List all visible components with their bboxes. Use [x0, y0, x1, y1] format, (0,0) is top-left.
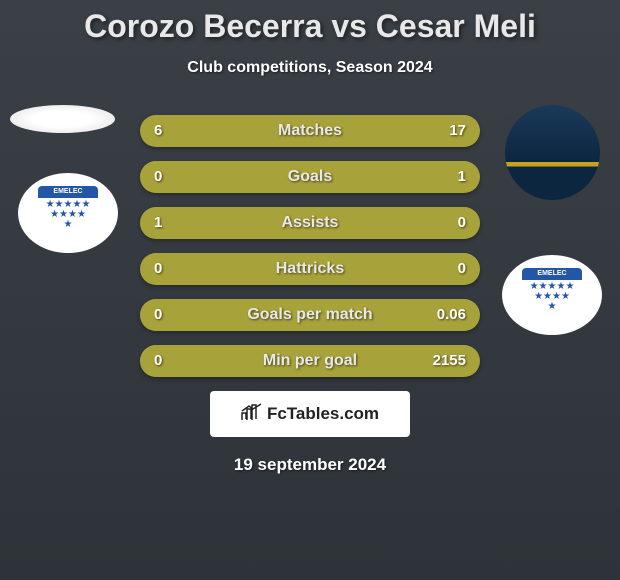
- footer-date: 19 september 2024: [0, 455, 620, 475]
- brand-footer: FcTables.com: [210, 391, 410, 437]
- stat-value-left: 0: [154, 161, 162, 193]
- club-logo-right: EMELEC ★★★★★★★★★★: [502, 255, 602, 335]
- stat-value-right: 1: [458, 161, 466, 193]
- stat-label: Hattricks: [140, 253, 480, 285]
- comparison-subtitle: Club competitions, Season 2024: [0, 59, 620, 77]
- stat-bar: Goals per match0 0.06: [140, 299, 480, 331]
- stat-value-right: 0: [458, 207, 466, 239]
- stat-value-left: 0: [154, 345, 162, 377]
- stat-value-right: 2155: [433, 345, 466, 377]
- stat-bar: Min per goal0 2155: [140, 345, 480, 377]
- stat-value-left: 0: [154, 299, 162, 331]
- club-logo-left: EMELEC ★★★★★★★★★★: [18, 173, 118, 253]
- stat-label: Assists: [140, 207, 480, 239]
- emelec-badge-icon: EMELEC ★★★★★★★★★★: [522, 268, 582, 323]
- stat-bar: Matches6 17: [140, 115, 480, 147]
- stat-value-right: 0: [458, 253, 466, 285]
- stat-bar: Assists1 0: [140, 207, 480, 239]
- stat-value-left: 1: [154, 207, 162, 239]
- stat-value-right: 0.06: [437, 299, 466, 331]
- brand-text: FcTables.com: [267, 404, 379, 424]
- stat-bar: Goals0 1: [140, 161, 480, 193]
- stat-bar: Hattricks0 0: [140, 253, 480, 285]
- stats-container: EMELEC ★★★★★★★★★★ EMELEC ★★★★★★★★★★ Matc…: [0, 115, 620, 377]
- player-photo-right: [505, 105, 600, 200]
- stat-label: Matches: [140, 115, 480, 147]
- stars-icon: ★★★★★★★★★★: [38, 200, 98, 230]
- emelec-badge-icon: EMELEC ★★★★★★★★★★: [38, 186, 98, 241]
- brand-icon: [241, 403, 263, 426]
- stars-icon: ★★★★★★★★★★: [522, 282, 582, 312]
- stat-value-left: 0: [154, 253, 162, 285]
- club-name-right: EMELEC: [522, 268, 582, 280]
- stat-label: Goals: [140, 161, 480, 193]
- club-name-left: EMELEC: [38, 186, 98, 198]
- player-photo-left: [10, 105, 115, 133]
- stat-value-right: 17: [449, 115, 466, 147]
- stat-label: Goals per match: [140, 299, 480, 331]
- stat-label: Min per goal: [140, 345, 480, 377]
- stat-value-left: 6: [154, 115, 162, 147]
- comparison-title: Corozo Becerra vs Cesar Meli: [0, 8, 620, 45]
